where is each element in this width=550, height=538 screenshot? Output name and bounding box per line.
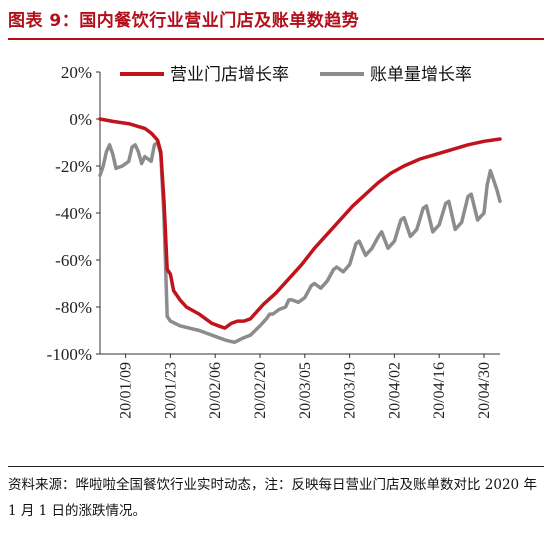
y-tick-label: 0% — [69, 110, 92, 129]
legend-label: 营业门店增长率 — [170, 65, 289, 84]
source-note: 资料来源：哗啦啦全国餐饮行业实时动态，注：反映每日营业门店及账单数对比 2020… — [8, 477, 537, 519]
x-tick-label: 20/01/23 — [162, 362, 179, 419]
x-tick-label: 20/02/20 — [252, 362, 269, 419]
x-tick-labels: 20/01/09 20/01/23 20/02/06 20/02/20 20/03/05… — [118, 362, 493, 419]
y-tick-label: -20% — [55, 157, 92, 176]
source-rule — [8, 466, 544, 467]
title-rule — [8, 38, 544, 40]
series-line-stores — [98, 117, 502, 330]
figure-title: 图表 9：国内餐饮行业营业门店及账单数趋势 — [8, 11, 360, 31]
y-tick-label: -60% — [55, 251, 92, 270]
series-layer — [98, 117, 502, 345]
line-chart: 20%0%-20%-40%-60%-80%-100% 20/01/09 20/01… — [47, 63, 502, 419]
legend-item-stores: 营业门店增长率 — [120, 65, 289, 84]
legend-label: 账单量增长率 — [370, 65, 472, 84]
x-tick-label: 20/03/05 — [297, 362, 314, 419]
x-tick-label: 20/01/09 — [118, 362, 135, 419]
axis-ticks — [96, 71, 485, 358]
y-tick-label: -80% — [55, 298, 92, 317]
series-line-bills — [98, 140, 502, 345]
x-tick-label: 20/02/06 — [207, 362, 224, 419]
x-tick-label: 20/04/16 — [431, 362, 448, 419]
x-tick-label: 20/03/19 — [342, 362, 359, 419]
x-tick-label: 20/04/30 — [476, 362, 493, 419]
legend-item-bills: 账单量增长率 — [320, 65, 472, 84]
y-tick-label: -100% — [47, 345, 92, 364]
y-tick-label: -40% — [55, 204, 92, 223]
legend: 营业门店增长率 账单量增长率 — [120, 65, 472, 84]
y-tick-labels: 20% 0% -20% -40% -60% -80% -100% — [47, 63, 92, 364]
y-tick-label: 20% — [61, 63, 92, 82]
x-tick-label: 20/04/02 — [386, 362, 403, 419]
